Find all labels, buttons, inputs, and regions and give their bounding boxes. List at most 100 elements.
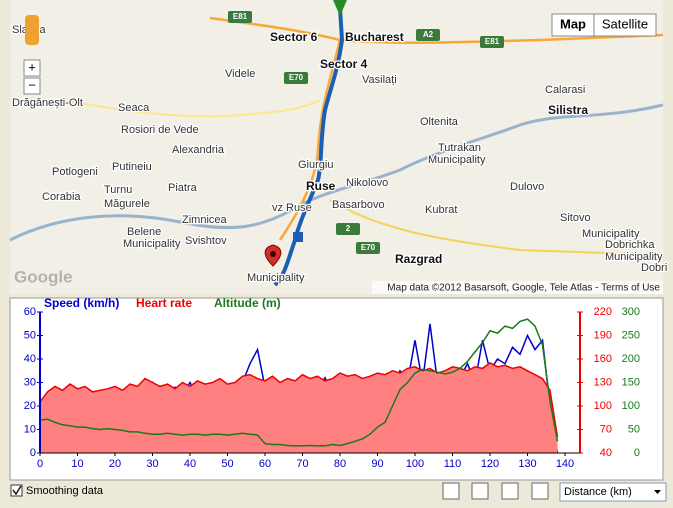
place-label: Tutrakan [438,142,481,154]
x-tick-label: 30 [146,458,158,470]
x-tick-label: 90 [371,458,383,470]
place-label: Ruse [306,179,336,193]
y2-tick-label: 100 [594,400,612,412]
place-label: Sector 4 [320,57,368,71]
y3-tick-label: 300 [622,306,640,318]
pegman[interactable] [25,15,39,45]
place-label: Vasilați [362,74,397,86]
series-line [39,362,559,438]
tool-button[interactable] [531,482,549,500]
zoom-out[interactable] [23,77,41,95]
y2-tick-label: 70 [600,423,612,435]
place-label: Turnu [104,184,132,196]
place-label: Videle [225,68,255,80]
marker-dot [270,251,276,257]
select-value: Distance (km) [564,486,632,498]
place-label: Dulovo [510,181,544,193]
checkbox[interactable] [10,484,23,497]
y-tick-label: 30 [24,376,36,388]
y3-tick-label: 200 [622,353,640,365]
road-label: 2 [346,224,351,233]
y-tick-label: 20 [24,400,36,412]
road [329,199,664,256]
x-tick-label: 0 [37,458,43,470]
zoom-in[interactable] [23,59,41,77]
place-label: Calarasi [545,84,585,96]
place-label: Sector 6 [270,30,318,44]
road-shield [416,29,440,41]
attribution[interactable]: Map data ©2012 Basarsoft, Google, Tele A… [387,283,660,294]
place-label: Silistra [548,103,588,117]
x-tick-label: 20 [109,458,121,470]
place-label: Basarbovo [332,199,385,211]
place-label: Oltenita [420,116,459,128]
select[interactable] [559,482,667,502]
place-label: Corabia [42,191,81,203]
road-label: A2 [423,30,434,39]
map-button[interactable]: Map [560,16,586,31]
series-line [39,318,559,447]
road-shield [228,11,252,23]
place-label: Municipality [582,228,640,240]
place-label: Piatra [168,182,198,194]
place-label: Svishtov [185,235,227,247]
x-tick-label: 140 [556,458,574,470]
place-label: Drăgănești-Olt [12,97,83,109]
road-shield [336,223,360,235]
legend-entry: Speed (km/h) [44,296,119,310]
y-tick-label: 50 [24,329,36,341]
select-arrow [654,490,661,494]
legend-entry: Heart rate [136,296,192,310]
y-tick-label: 40 [24,353,36,365]
logo: Google [14,267,73,286]
map-type [551,13,657,37]
start-marker [333,0,347,16]
x-tick-label: 60 [259,458,271,470]
x-tick-label: 100 [406,458,424,470]
zoom-in-label: + [28,59,36,74]
place-label: Razgrad [395,252,442,266]
route [273,7,345,287]
y2-tick-label: 220 [594,306,612,318]
place-label: Putineiu [112,161,152,173]
road-label: E81 [233,12,248,21]
map [10,0,663,294]
x-tick-label: 40 [184,458,196,470]
place-label: Giurgiu [298,159,333,171]
road [59,99,321,118]
place-label: Alexandria [172,144,225,156]
y3-tick-label: 250 [622,329,640,341]
y-tick-label: 60 [24,306,36,318]
attribution-bg [372,281,663,294]
y3-tick-label: 50 [628,423,640,435]
legend-entry: Altitude (m) [214,296,281,310]
road-shield [356,242,380,254]
y3-tick-label: 0 [634,447,640,459]
road-label: E70 [361,243,376,252]
x-tick-label: 10 [71,458,83,470]
y2-tick-label: 190 [594,329,612,341]
place-label: Municipality [428,154,486,166]
tool-button[interactable] [442,482,460,500]
tool-button[interactable] [471,482,489,500]
satellite-button[interactable]: Satellite [602,16,648,31]
y2-tick-label: 130 [594,376,612,388]
place-label: Municipality [123,238,181,250]
place-label: Măgurele [104,198,150,210]
x-tick-label: 130 [518,458,536,470]
x-tick-label: 70 [296,458,308,470]
place-label: Bucharest [345,30,404,44]
y-tick-label: 0 [30,447,36,459]
place-label: Kubrat [425,204,457,216]
place-label: Municipality [605,251,663,263]
place-label: Belene [127,226,161,238]
route-marker [293,232,303,242]
x-tick-label: 110 [444,458,462,470]
checkbox-label: Smoothing data [26,485,104,497]
place-label: Nikolovo [346,177,388,189]
tool-button[interactable] [501,482,519,500]
place-label: Dobrichka [605,239,655,251]
place-label: vz Ruse [272,202,312,214]
